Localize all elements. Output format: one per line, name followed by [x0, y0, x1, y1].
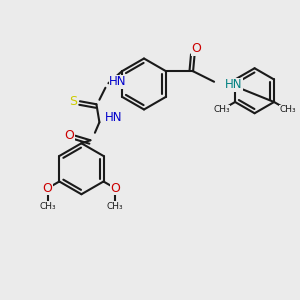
Text: CH₃: CH₃ — [107, 202, 124, 211]
Text: CH₃: CH₃ — [39, 202, 56, 211]
Text: O: O — [43, 182, 52, 195]
Text: HN: HN — [109, 75, 127, 88]
Text: S: S — [69, 95, 77, 108]
Text: HN: HN — [105, 111, 123, 124]
Text: HN: HN — [225, 78, 242, 91]
Text: CH₃: CH₃ — [280, 105, 296, 114]
Text: O: O — [110, 182, 120, 195]
Text: CH₃: CH₃ — [213, 105, 230, 114]
Text: O: O — [191, 42, 201, 55]
Text: O: O — [64, 129, 74, 142]
